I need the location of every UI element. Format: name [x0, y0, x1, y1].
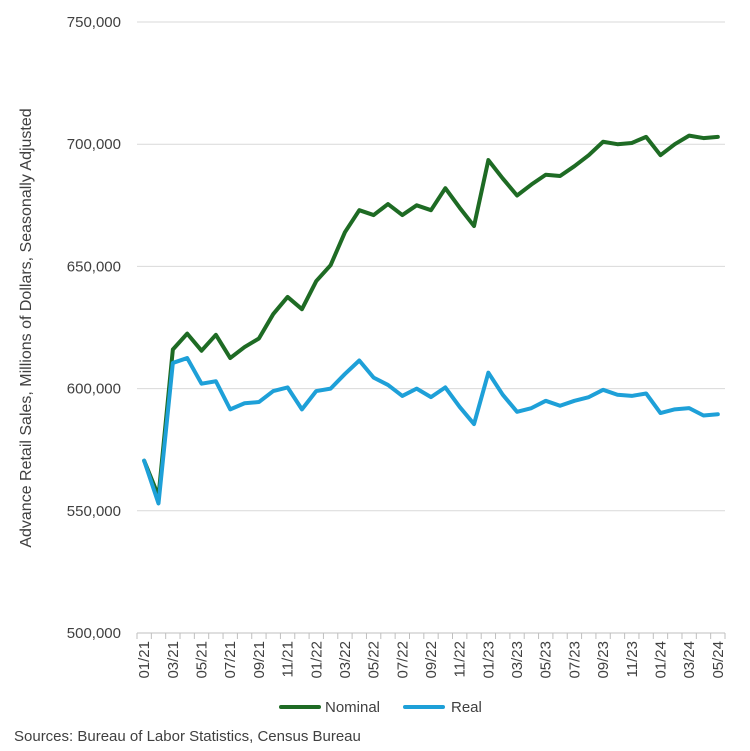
x-tick-label: 05/22 — [366, 641, 383, 679]
x-tick-label: 01/24 — [652, 641, 669, 679]
x-tick-label: 03/21 — [165, 641, 182, 679]
x-tick-label: 11/21 — [280, 641, 297, 677]
y-tick-label: 650,000 — [67, 258, 121, 275]
x-tick-label: 05/23 — [538, 641, 555, 679]
legend: Nominal Real — [279, 699, 482, 716]
y-tick-label: 550,000 — [67, 503, 121, 520]
x-tick-label: 09/21 — [251, 641, 268, 679]
series-line-nominal — [142, 133, 720, 499]
series-lines — [142, 133, 720, 506]
y-axis-tick-labels: 500,000 550,000 600,000 650,000 700,000 750,0… — [67, 14, 121, 642]
x-tick-label: 03/24 — [681, 641, 698, 679]
series-line-real — [142, 356, 720, 506]
x-tick-label: 07/22 — [394, 641, 411, 679]
x-tick-label: 07/23 — [566, 641, 583, 679]
legend-label-real: Real — [451, 699, 482, 716]
x-tick-label: 05/21 — [194, 641, 211, 679]
source-note: Sources: Bureau of Labor Statistics, Cen… — [14, 728, 361, 745]
x-axis-tick-labels: 01/21 03/21 05/21 07/21 09/21 11/21 01/22 03/22… — [136, 641, 727, 679]
y-axis-label: Advance Retail Sales, Millions of Dollar… — [18, 108, 35, 547]
x-tick-label: 05/24 — [710, 641, 727, 679]
x-tick-label: 01/21 — [136, 641, 153, 679]
y-tick-label: 500,000 — [67, 625, 121, 642]
x-tick-label: 09/23 — [595, 641, 612, 679]
x-tick-label: 11/23 — [624, 641, 641, 677]
x-tick-label: 07/21 — [222, 641, 239, 679]
y-tick-label: 700,000 — [67, 136, 121, 153]
x-axis-tick-marks — [136, 633, 726, 639]
x-tick-label: 01/23 — [480, 641, 497, 679]
legend-label-nominal: Nominal — [325, 699, 380, 716]
y-tick-label: 600,000 — [67, 381, 121, 398]
x-tick-label: 03/23 — [509, 641, 526, 679]
x-tick-label: 03/22 — [337, 641, 354, 679]
x-tick-label: 09/22 — [423, 641, 440, 679]
x-tick-label: 11/22 — [452, 641, 469, 677]
x-tick-label: 01/22 — [308, 641, 325, 679]
gridlines — [137, 21, 725, 512]
y-tick-label: 750,000 — [67, 14, 121, 31]
